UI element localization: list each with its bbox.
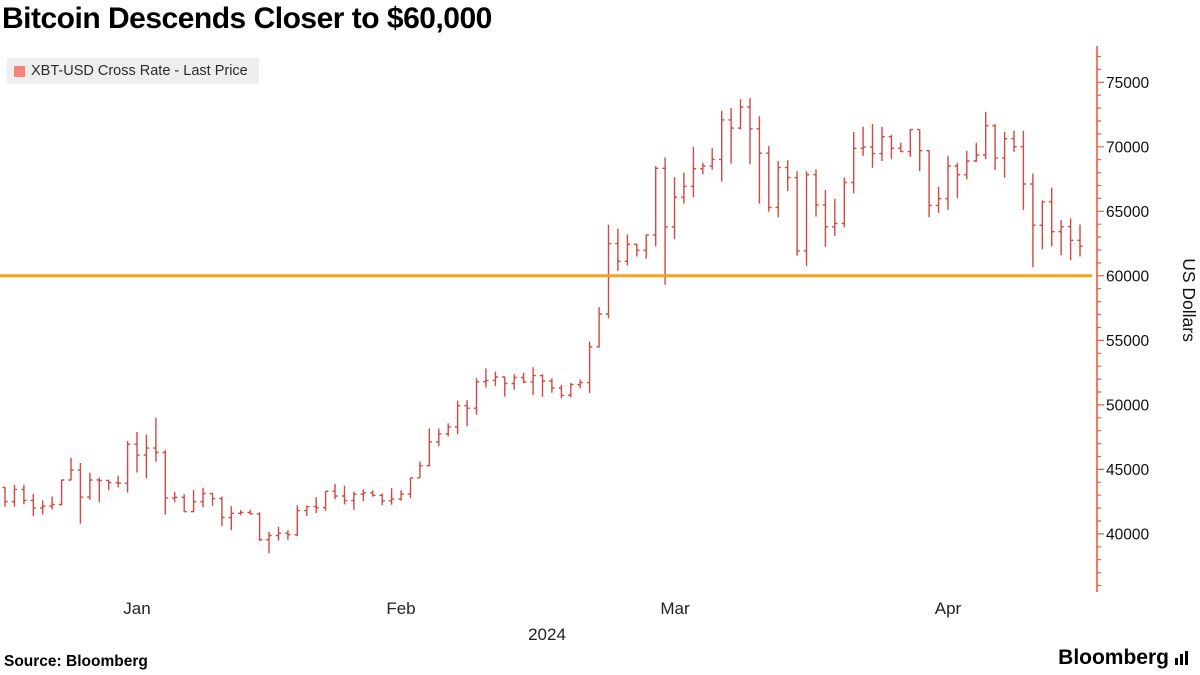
y-tick-label: 50000 <box>1106 397 1149 414</box>
y-axis-ticks <box>1097 55 1104 587</box>
source-attribution: Source: Bloomberg <box>4 653 148 670</box>
y-tick-label: 40000 <box>1106 526 1149 543</box>
x-tick-label: Feb <box>386 599 415 618</box>
chart-legend: XBT-USD Cross Rate - Last Price <box>7 58 259 84</box>
page-title: Bitcoin Descends Closer to $60,000 <box>2 2 492 35</box>
y-tick-label: 75000 <box>1106 75 1149 92</box>
x-axis-year-label: 2024 <box>528 625 566 644</box>
legend-swatch-icon <box>14 65 25 77</box>
y-tick-label: 60000 <box>1106 268 1149 285</box>
bloomberg-wordmark: Bloomberg <box>1058 646 1169 669</box>
bloomberg-logo: Bloomberg <box>1058 646 1190 670</box>
y-tick-label: 70000 <box>1106 139 1149 156</box>
mini-chart-icon <box>1175 651 1188 665</box>
x-tick-label: Jan <box>123 599 150 618</box>
y-tick-label: 45000 <box>1106 462 1149 479</box>
y-axis-title: US Dollars <box>1179 258 1199 342</box>
y-tick-label: 55000 <box>1106 333 1149 350</box>
x-tick-label: Apr <box>935 599 962 618</box>
y-tick-label: 65000 <box>1106 204 1149 221</box>
x-tick-label: Mar <box>660 599 690 618</box>
ohlc-bars <box>2 98 1083 554</box>
legend-label: XBT-USD Cross Rate - Last Price <box>31 63 248 79</box>
